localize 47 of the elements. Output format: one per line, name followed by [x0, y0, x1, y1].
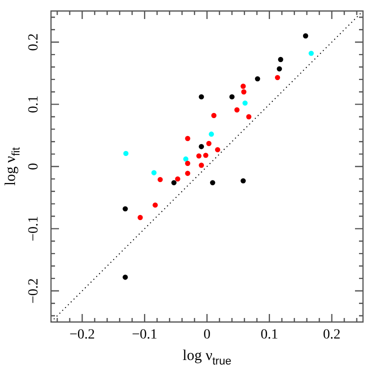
point — [254, 76, 260, 82]
point — [274, 74, 280, 80]
point — [123, 150, 128, 156]
y-tick-label: 0.1 — [26, 96, 42, 114]
point — [308, 50, 314, 56]
point — [185, 136, 190, 142]
x-tick-label: −0.2 — [69, 328, 95, 343]
point — [208, 132, 214, 137]
point — [158, 176, 163, 182]
point — [203, 152, 208, 158]
point — [185, 170, 190, 176]
point — [211, 112, 216, 118]
point — [215, 147, 220, 152]
y-tick-label: 0 — [26, 163, 42, 170]
point — [241, 89, 246, 94]
point — [151, 170, 157, 176]
point — [240, 84, 246, 89]
y-tick-label: −0.1 — [26, 216, 42, 242]
point — [229, 94, 235, 100]
point — [276, 66, 282, 72]
point — [210, 180, 216, 186]
x-tick-label: 0.2 — [323, 328, 341, 343]
point — [278, 56, 284, 62]
point — [122, 274, 128, 280]
point — [198, 144, 204, 150]
point — [138, 214, 143, 220]
point — [198, 94, 204, 100]
y-axis-title: log νfit — [3, 147, 22, 186]
point — [242, 100, 248, 106]
point — [183, 156, 188, 162]
x-tick-label: 0.1 — [260, 328, 278, 343]
point — [302, 33, 308, 38]
point — [171, 180, 177, 186]
point — [198, 162, 204, 168]
y-tick-label: −0.2 — [26, 278, 42, 304]
x-tick-label: −0.1 — [132, 328, 158, 343]
point — [246, 114, 252, 120]
point — [175, 176, 180, 182]
point — [122, 206, 128, 212]
point — [185, 160, 190, 166]
point — [152, 202, 158, 208]
y-tick-label: 0.2 — [26, 33, 42, 51]
point — [206, 140, 212, 146]
point — [240, 178, 246, 184]
x-tick-label: 0 — [204, 328, 210, 343]
point — [234, 107, 240, 112]
point — [196, 153, 202, 159]
